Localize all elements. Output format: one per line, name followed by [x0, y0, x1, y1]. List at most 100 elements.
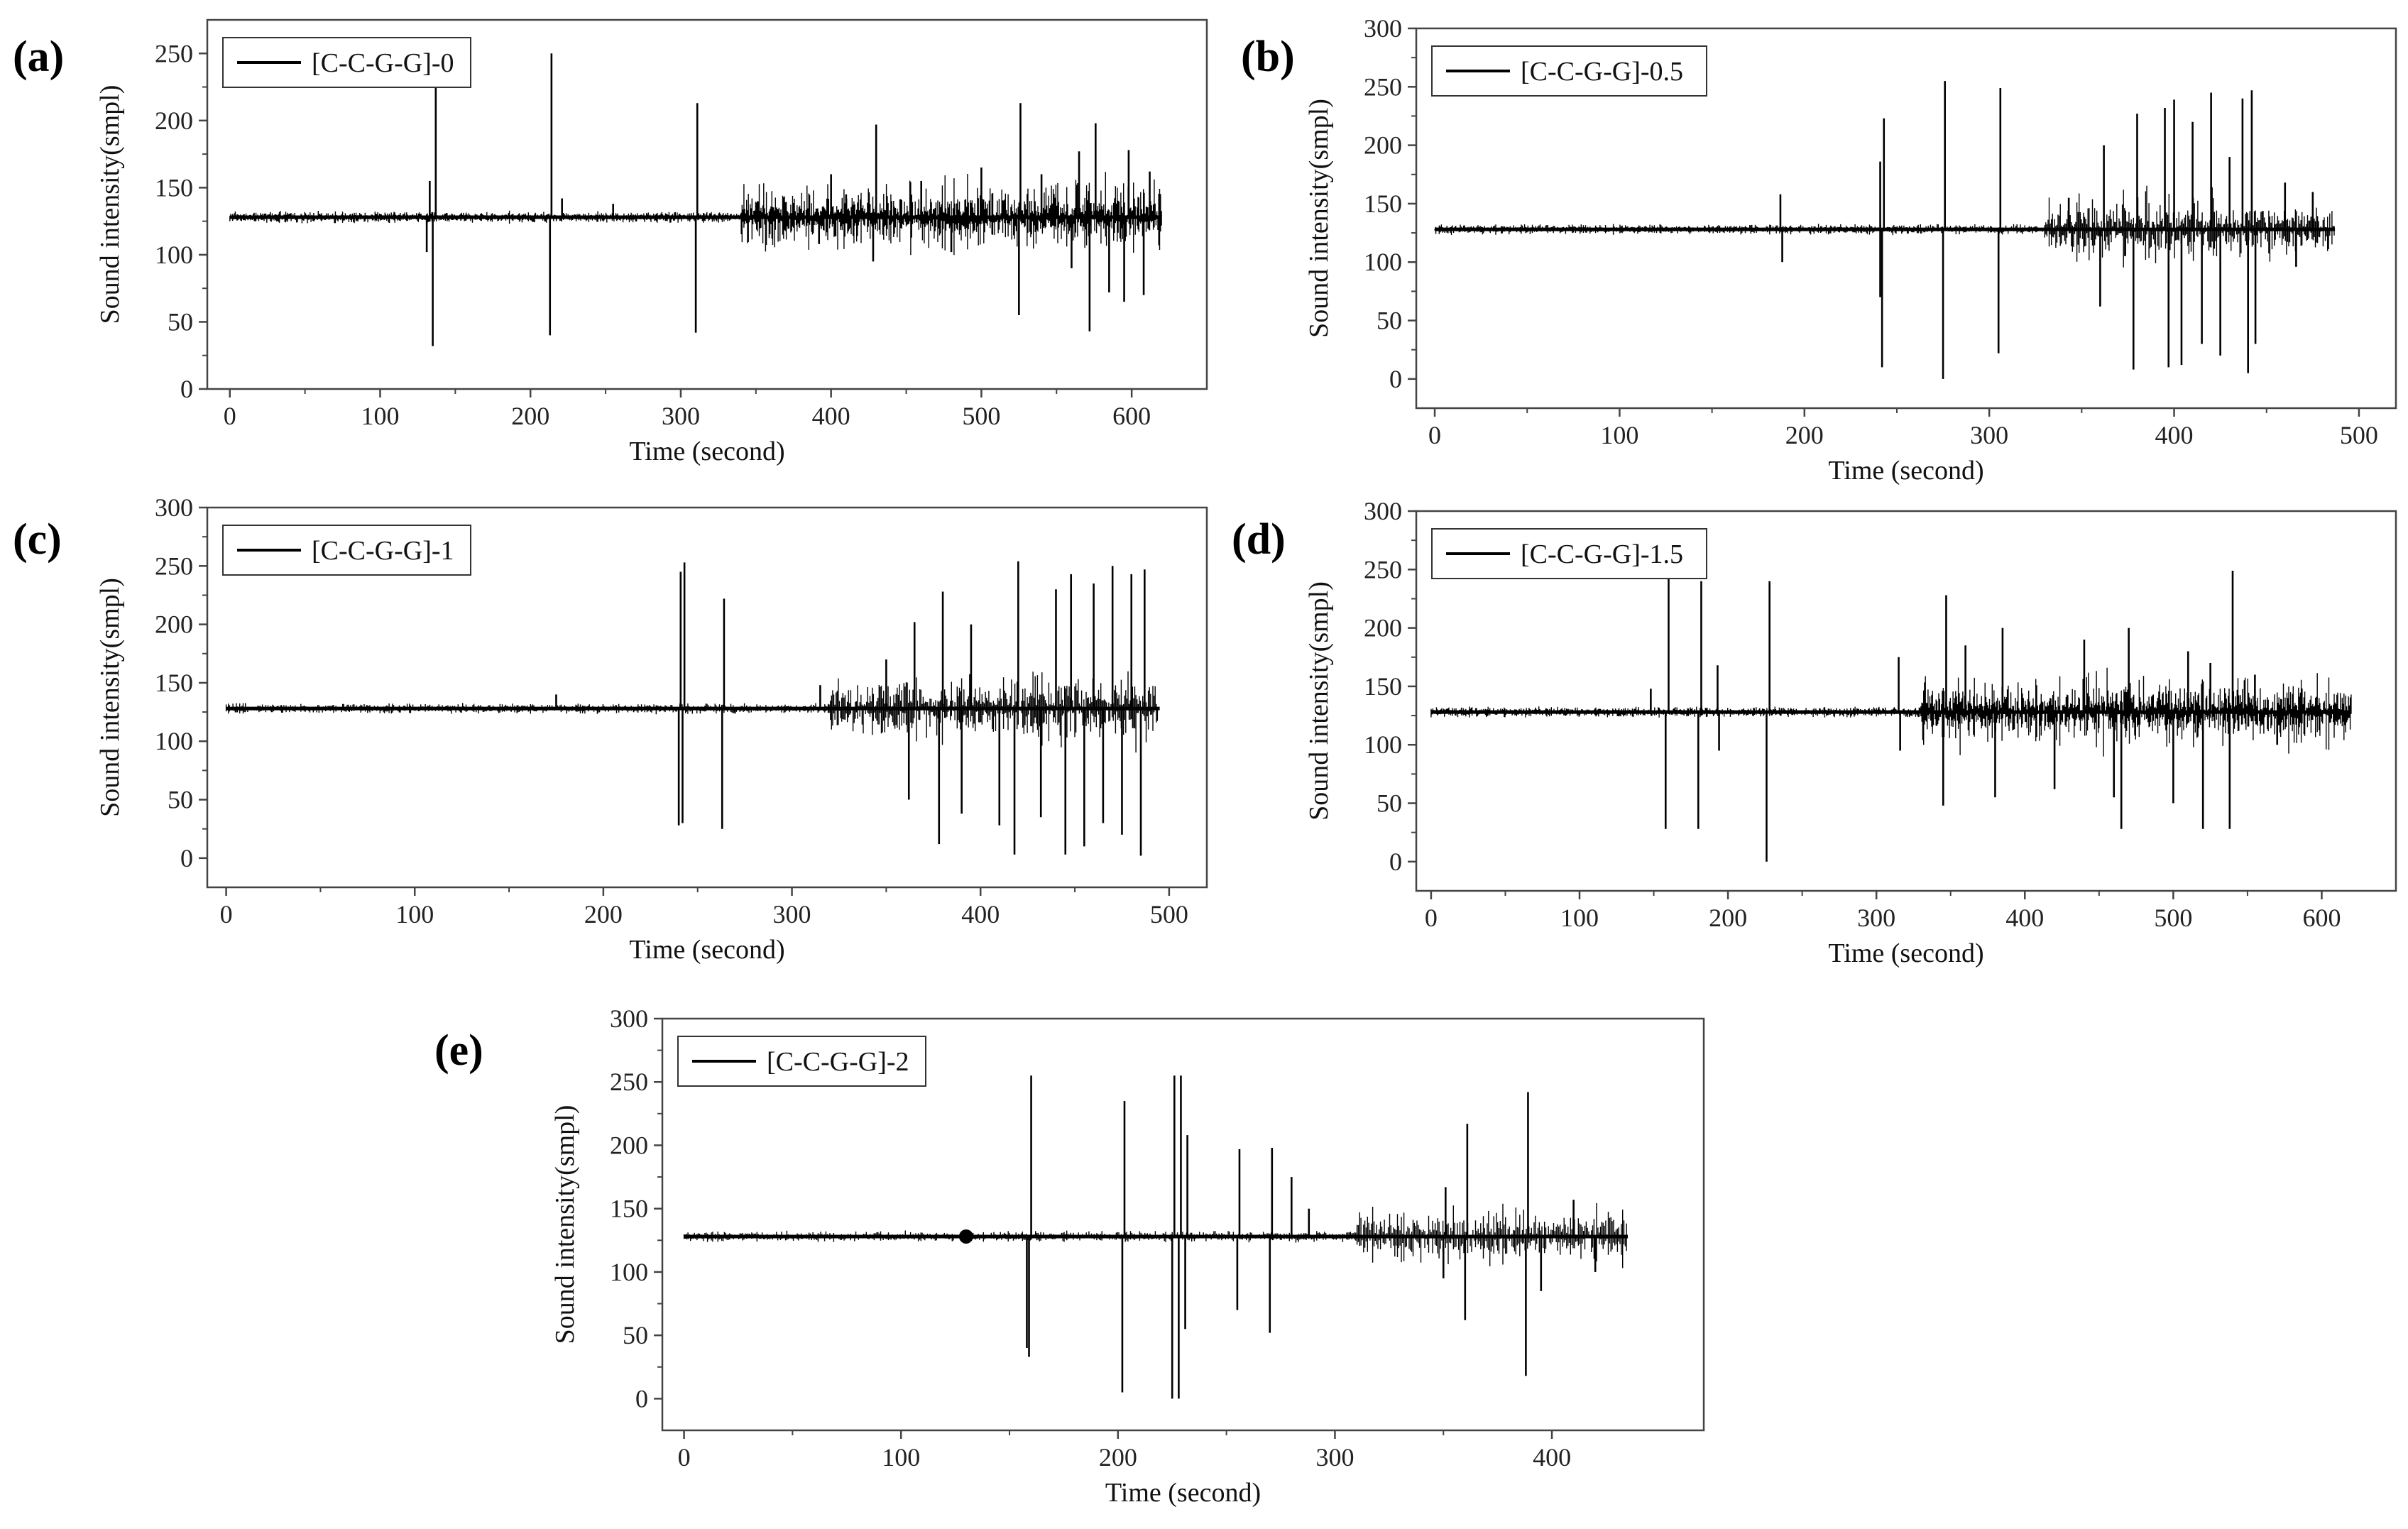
x-tick-label: 400: [1533, 1443, 1571, 1472]
x-tick-label: 500: [2154, 904, 2192, 932]
plot-frame: [1415, 27, 2397, 410]
plot-frame: [1415, 510, 2397, 892]
x-tick-label: 100: [395, 900, 434, 928]
y-tick-label: 150: [155, 669, 193, 697]
x-tick-label: 500: [962, 402, 1000, 430]
legend-label: [C-C-G-G]-1: [312, 536, 454, 566]
chart-panel-e: (e) 0 100 200 300 400 0 50 100 150 200 250 300 Time (…: [434, 1004, 1705, 1508]
y-tick-label: 0: [1389, 848, 1402, 876]
legend-label: [C-C-G-G]-0.5: [1521, 57, 1683, 87]
x-tick-label: 200: [1709, 904, 1747, 932]
y-tick-label: 250: [610, 1068, 648, 1096]
legend: [C-C-G-G]-2: [677, 1036, 926, 1087]
y-tick-label: 250: [155, 552, 193, 580]
y-tick-label: 300: [155, 493, 193, 522]
y-axis-title: Sound intensity(smpl): [95, 85, 125, 324]
y-tick-label: 50: [168, 307, 193, 336]
legend: [C-C-G-G]-0: [222, 37, 471, 88]
x-axis-title: Time (second): [629, 437, 784, 466]
x-tick-label: 0: [224, 402, 236, 430]
y-tick-label: 300: [1364, 14, 1402, 43]
y-tick-label: 250: [155, 39, 193, 67]
x-tick-label: 500: [2340, 421, 2378, 449]
chart-panel-b: (b) 0 100 200 300 400 500 0 50 100 150 200 250 300 Tim…: [1241, 14, 2397, 486]
chart-panel-c: (c) 0 100 200 300 400 500 0 50 100 150 200 250 300 Tim…: [13, 493, 1208, 965]
x-axis-title: Time (second): [629, 935, 784, 965]
panel-label: (d): [1232, 515, 1286, 564]
legend-label: [C-C-G-G]-1.5: [1521, 539, 1683, 569]
y-tick-label: 200: [610, 1131, 648, 1159]
x-tick-label: 0: [1428, 421, 1441, 449]
y-tick-label: 0: [180, 375, 193, 403]
x-tick-label: 400: [2155, 421, 2194, 449]
x-tick-label: 300: [1857, 904, 1895, 932]
y-tick-label: 150: [1364, 190, 1402, 218]
x-axis-title: Time (second): [1828, 938, 1983, 968]
y-tick-label: 150: [155, 173, 193, 202]
x-tick-label: 0: [678, 1443, 691, 1472]
x-axis-title: Time (second): [1828, 456, 1983, 486]
x-tick-label: 400: [2005, 904, 2044, 932]
x-tick-label: 300: [1315, 1443, 1354, 1472]
y-tick-label: 0: [635, 1384, 648, 1413]
y-tick-label: 50: [1377, 789, 1402, 818]
y-tick-label: 0: [1389, 365, 1402, 393]
y-tick-label: 250: [1364, 555, 1402, 583]
series-group: [1430, 570, 2352, 862]
y-tick-label: 50: [623, 1321, 648, 1349]
series-group: [683, 1075, 1629, 1399]
y-axis-title: Sound intensity(smpl): [550, 1105, 580, 1344]
y-tick-label: 300: [610, 1004, 648, 1033]
y-tick-label: 250: [1364, 72, 1402, 101]
y-axis-title: Sound intensity(smpl): [1304, 99, 1334, 338]
y-axis-title: Sound intensity(smpl): [95, 578, 125, 817]
series-group: [1434, 81, 2336, 379]
x-tick-label: 400: [812, 402, 850, 430]
x-tick-label: 200: [1099, 1443, 1137, 1472]
x-tick-label: 300: [662, 402, 700, 430]
x-tick-label: 0: [220, 900, 233, 928]
y-tick-label: 100: [610, 1258, 648, 1286]
y-tick-label: 50: [1377, 307, 1402, 335]
x-axis-title: Time (second): [1105, 1478, 1261, 1508]
x-tick-label: 100: [1600, 421, 1638, 449]
plot-frame: [661, 1017, 1705, 1432]
series-group: [229, 53, 1162, 346]
x-tick-label: 500: [1150, 900, 1188, 928]
x-tick-label: 200: [511, 402, 549, 430]
plot-frame: [206, 18, 1208, 390]
y-tick-label: 200: [155, 610, 193, 639]
y-tick-label: 300: [1364, 497, 1402, 525]
legend-label: [C-C-G-G]-0: [312, 48, 454, 78]
series-group: [225, 561, 1160, 856]
y-tick-label: 100: [155, 727, 193, 755]
y-axis-title: Sound intensity(smpl): [1304, 581, 1334, 821]
legend: [C-C-G-G]-0.5: [1431, 45, 1707, 97]
legend: [C-C-G-G]-1: [222, 525, 471, 576]
x-tick-label: 100: [361, 402, 399, 430]
x-tick-label: 100: [1560, 904, 1599, 932]
x-tick-label: 300: [773, 900, 811, 928]
panel-label: (b): [1241, 33, 1295, 81]
y-tick-label: 150: [610, 1195, 648, 1223]
x-tick-label: 600: [1112, 402, 1151, 430]
panel-label: (a): [13, 33, 64, 81]
y-tick-label: 150: [1364, 672, 1402, 701]
y-tick-label: 100: [1364, 248, 1402, 276]
y-tick-label: 200: [1364, 614, 1402, 642]
y-tick-label: 200: [155, 106, 193, 135]
plot-frame: [206, 506, 1208, 889]
y-tick-label: 50: [168, 786, 193, 814]
legend-label: [C-C-G-G]-2: [767, 1047, 909, 1077]
x-tick-label: 400: [961, 900, 1000, 928]
y-tick-label: 200: [1364, 131, 1402, 160]
x-tick-label: 600: [2302, 904, 2341, 932]
y-tick-label: 100: [1364, 730, 1402, 759]
x-tick-label: 100: [882, 1443, 920, 1472]
signal-dot-marker: [958, 1229, 973, 1244]
panel-label: (c): [13, 515, 62, 564]
y-tick-label: 100: [155, 241, 193, 269]
chart-panel-d: (d) 0 100 200 300 400 500 600 0 50 100 150 200 250 300…: [1232, 497, 2397, 968]
x-tick-label: 0: [1425, 904, 1438, 932]
